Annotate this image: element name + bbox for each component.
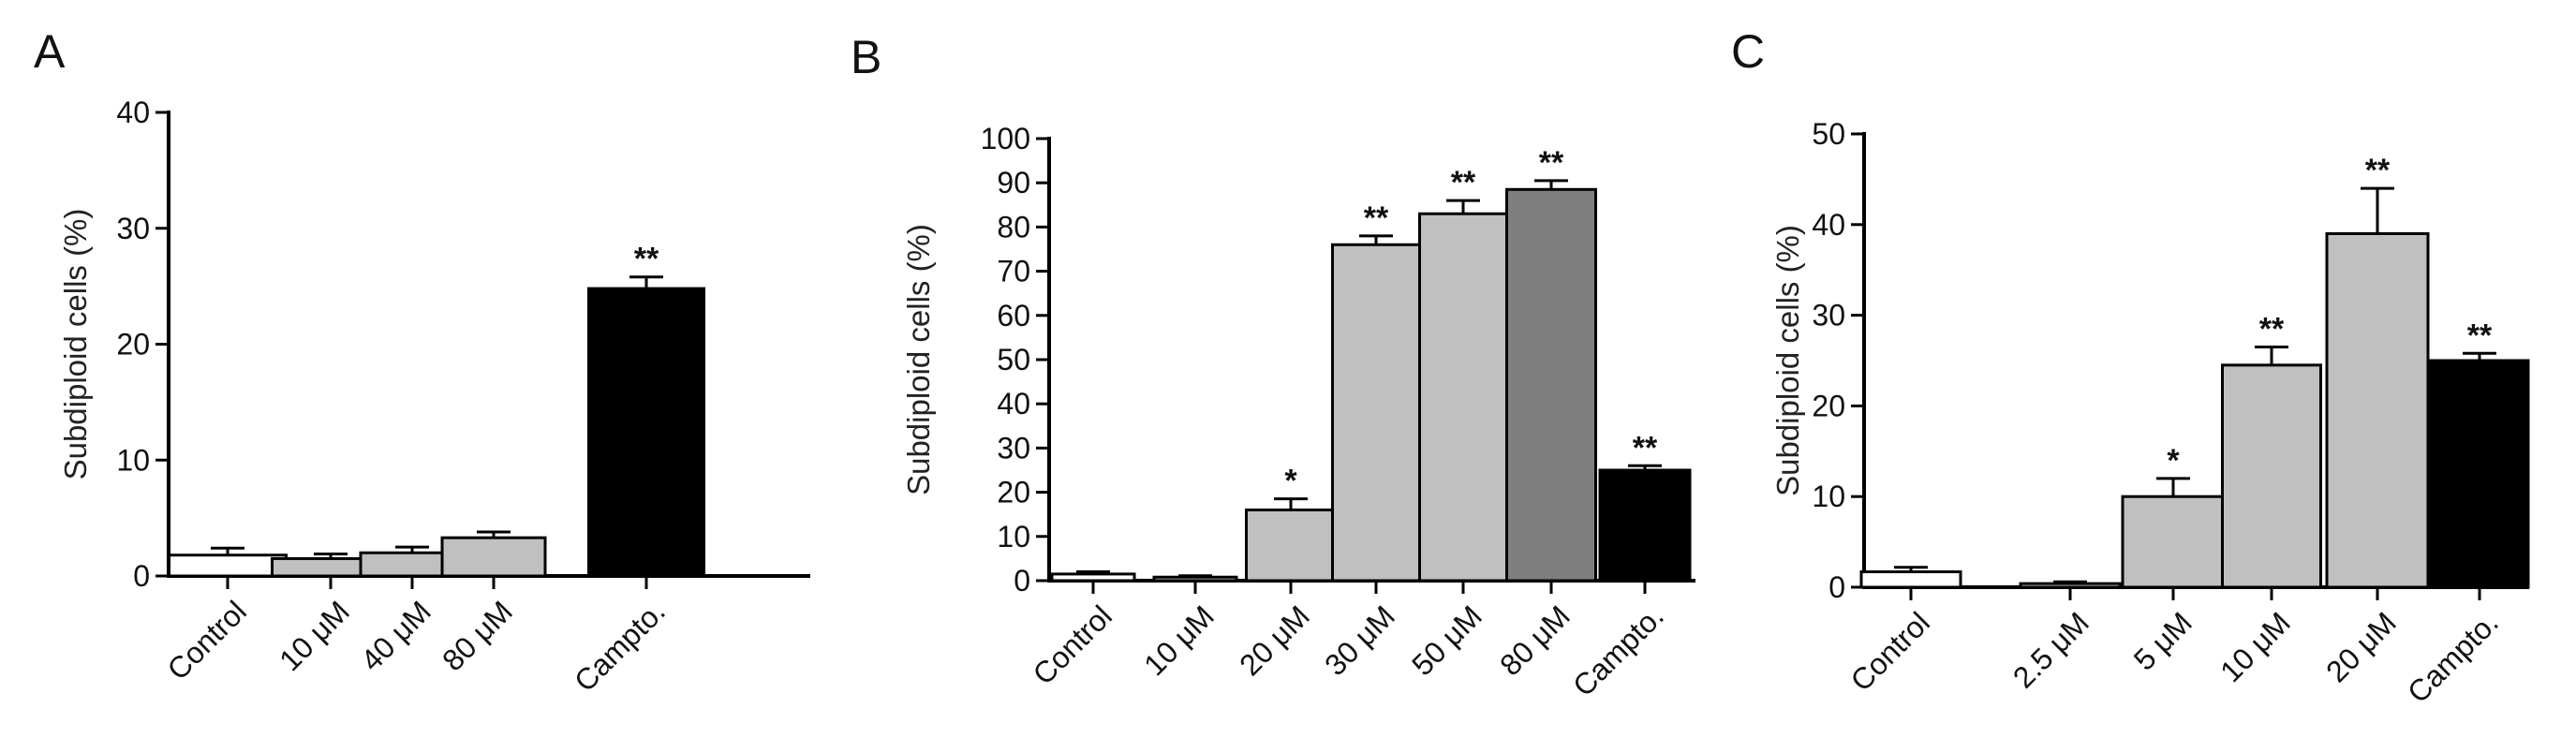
panel-c-bar [2019,582,2122,589]
panel-b-letter: B [851,31,881,83]
panel-c-category-label: 20 μM [2319,605,2403,688]
panel-a-category-label: 10 μM [273,594,356,677]
panel-c-significance-label: ** [2259,311,2285,347]
panel-c-y-tick-label: 40 [1812,208,1845,242]
panel-a-y-axis-label: Subdiploid cells (%) [58,209,93,480]
panel-c-y-tick-label: 0 [1828,570,1845,604]
panel-c-bar [2325,231,2430,589]
panel-a-bar [168,554,288,578]
panel-b-y-tick-label: 70 [997,255,1030,288]
panel-b-bar [1598,468,1692,583]
panel-c-significance-label: * [2167,443,2180,479]
panel-b-y-tick-label: 80 [997,210,1030,244]
panel-b-y-tick-label: 40 [997,387,1030,421]
panel-c-y-tick-label: 50 [1812,117,1845,151]
panel-b-y-axis-label: Subdiploid cells (%) [901,224,936,495]
panel-c-y-tick-label: 30 [1812,299,1845,332]
panel-a-y-tick-label: 20 [116,328,150,362]
panel-a-category-label: Campto. [568,594,672,698]
panel-b-y-tick-label: 50 [997,343,1030,376]
panel-c-y-tick-label: 10 [1812,480,1845,513]
panel-c-letter: C [1731,25,1765,78]
panel-b-bar [1505,187,1597,583]
panel-a-category-label: Control [161,594,253,686]
panel-a-letter: A [34,25,66,78]
panel-b-significance-label: ** [1633,430,1658,465]
panel-b-bar [1331,243,1421,583]
panel-b-category-label: 20 μM [1233,598,1316,682]
panel-b-category-label: Control [1027,598,1118,690]
panel-c-y-tick-label: 20 [1812,389,1845,422]
panel-b-significance-label: ** [1451,165,1476,200]
panel-c-category-label: 5 μM [2127,605,2198,676]
panel-b-category-label: 10 μM [1137,598,1221,682]
panel-b-y-tick-label: 60 [997,299,1030,332]
panel-c-category-label: Campto. [2401,605,2505,709]
panel-a-category-label: 40 μM [354,594,437,677]
panel-c-bar [2121,494,2226,589]
panel-b-bar [1418,212,1508,583]
panel-b-bar [1245,508,1337,583]
panel-b-y-tick-label: 20 [997,476,1030,509]
panel-c-bar [2429,359,2530,589]
panel-b-y-tick-label: 90 [997,166,1030,199]
panel-a-bar [440,536,547,578]
panel-b-significance-label: * [1284,464,1297,499]
panel-c-significance-label: ** [2365,153,2391,188]
panel-b-category-label: Campto. [1566,598,1670,702]
panel-b-y-tick-label: 10 [997,520,1030,554]
panel-b-y-tick-label: 100 [981,122,1030,155]
panel-b-y-tick-label: 0 [1014,564,1030,598]
panel-b-category-label: 30 μM [1318,598,1401,682]
panel-b-category-label: 50 μM [1405,598,1488,682]
panel-a-significance-label: ** [634,242,659,277]
panel-a-bar [587,287,705,578]
panel-c-significance-label: ** [2467,317,2493,353]
panel-a-category-label: 80 μM [436,594,519,677]
panel-c-bar [2221,363,2322,589]
panel-b-y-tick-label: 30 [997,431,1030,465]
panel-c-category-label: 2.5 μM [2006,605,2095,694]
panel-c-bar [1859,570,1962,589]
panel-a-y-tick-label: 0 [133,559,150,593]
panel-c-category-label: 10 μM [2213,605,2297,688]
panel-b-bar [1050,572,1136,583]
panel-c-category-label: Control [1844,605,1936,697]
panel-b-significance-label: ** [1364,200,1389,236]
panel-b-significance-label: ** [1539,145,1564,181]
panel-b-bar [1152,575,1238,583]
panel-b-category-label: 80 μM [1493,598,1577,682]
panel-a-y-tick-label: 10 [116,443,150,477]
panel-a-y-tick-label: 40 [116,96,150,129]
panel-c-y-axis-label: Subdiploid cells (%) [1770,225,1805,496]
panel-a-y-tick-label: 30 [116,212,150,245]
